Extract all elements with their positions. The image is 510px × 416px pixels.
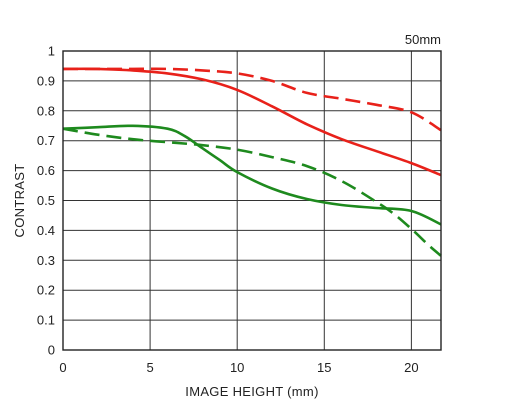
y-tick-label: 0.6 [37,163,55,178]
x-tick-label: 20 [404,360,418,375]
x-tick-label: 5 [146,360,153,375]
y-axis-title: CONTRAST [12,164,27,238]
x-tick-labels: 0 5 10 15 20 [59,360,418,375]
series-line-3 [62,124,442,226]
y-tick-label: 0.5 [37,193,55,208]
y-tick-label: 0.3 [37,253,55,268]
x-tick-label: 0 [59,360,66,375]
y-tick-label: 1 [48,44,55,59]
y-tick-label: 0.1 [37,313,55,328]
x-tick-label: 15 [317,360,331,375]
series-line-1 [62,67,442,177]
y-tick-label: 0 [48,343,55,358]
y-tick-labels: 0 0.1 0.2 0.3 0.4 0.5 0.6 0.7 0.8 0.9 1 [37,44,55,358]
y-tick-label: 0.2 [37,283,55,298]
y-tick-label: 0.4 [37,223,55,238]
x-tick-label: 10 [230,360,244,375]
x-axis-title: IMAGE HEIGHT (mm) [185,384,318,399]
series-line-2 [63,67,442,132]
plot-frame [62,50,442,351]
y-tick-label: 0.8 [37,103,55,118]
y-tick-label: 0.7 [37,133,55,148]
series-line-4 [62,127,442,257]
focal-length-annotation: 50mm [405,32,441,47]
series-group [62,67,442,257]
y-tick-label: 0.9 [37,73,55,88]
